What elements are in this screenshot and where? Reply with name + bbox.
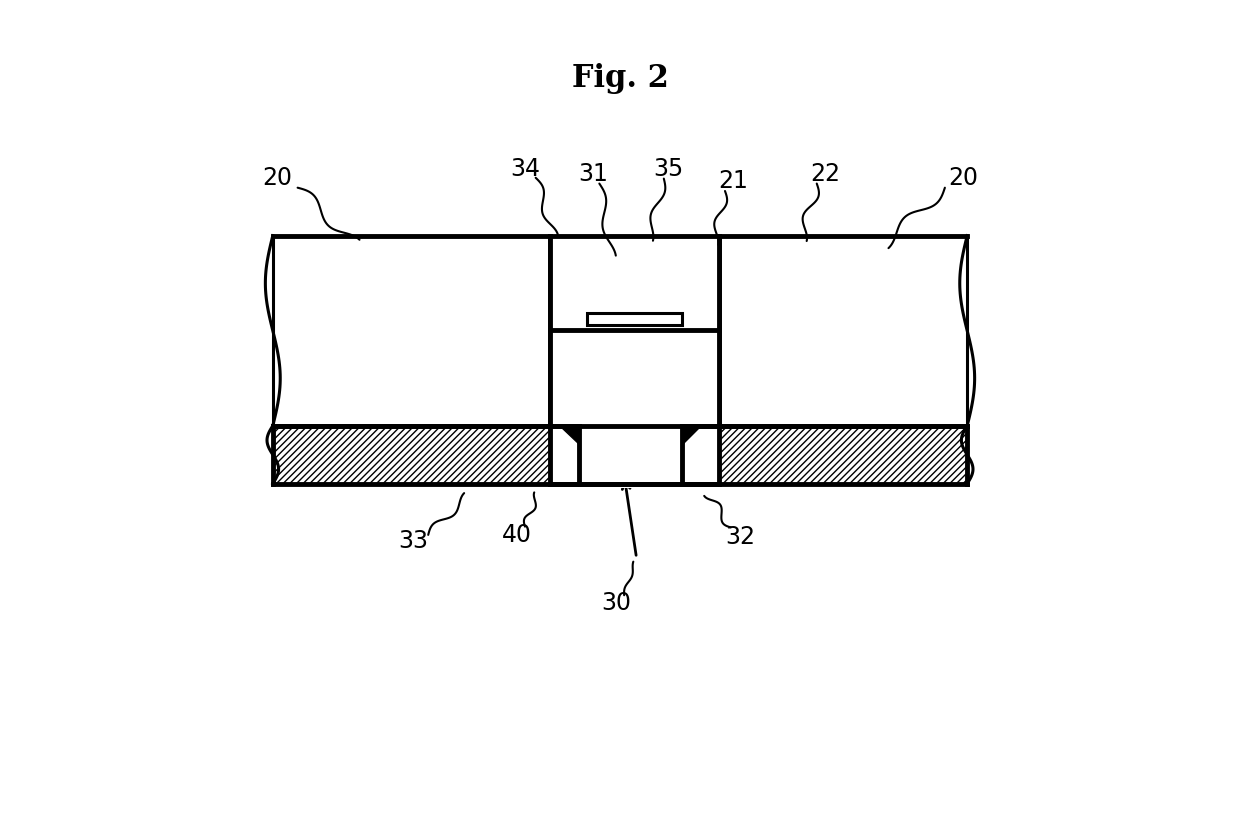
Text: 20: 20 xyxy=(949,166,978,190)
Bar xyxy=(719,426,967,483)
Text: 31: 31 xyxy=(578,162,608,185)
Text: 35: 35 xyxy=(652,158,683,181)
Text: 21: 21 xyxy=(718,169,748,193)
Bar xyxy=(549,426,579,483)
Text: 20: 20 xyxy=(262,166,291,190)
Text: 22: 22 xyxy=(810,162,839,185)
Text: 34: 34 xyxy=(510,158,539,181)
Text: 32: 32 xyxy=(725,524,755,549)
Text: Fig. 2: Fig. 2 xyxy=(572,63,668,94)
Text: 33: 33 xyxy=(398,529,428,554)
Bar xyxy=(579,422,682,488)
Text: 30: 30 xyxy=(601,591,631,615)
Text: 40: 40 xyxy=(502,523,532,547)
Polygon shape xyxy=(682,426,701,444)
Bar xyxy=(682,426,719,483)
Bar xyxy=(587,312,682,325)
Bar xyxy=(549,235,719,483)
Bar xyxy=(273,426,549,483)
Bar xyxy=(719,235,967,426)
Bar xyxy=(273,235,549,426)
Polygon shape xyxy=(560,426,579,444)
